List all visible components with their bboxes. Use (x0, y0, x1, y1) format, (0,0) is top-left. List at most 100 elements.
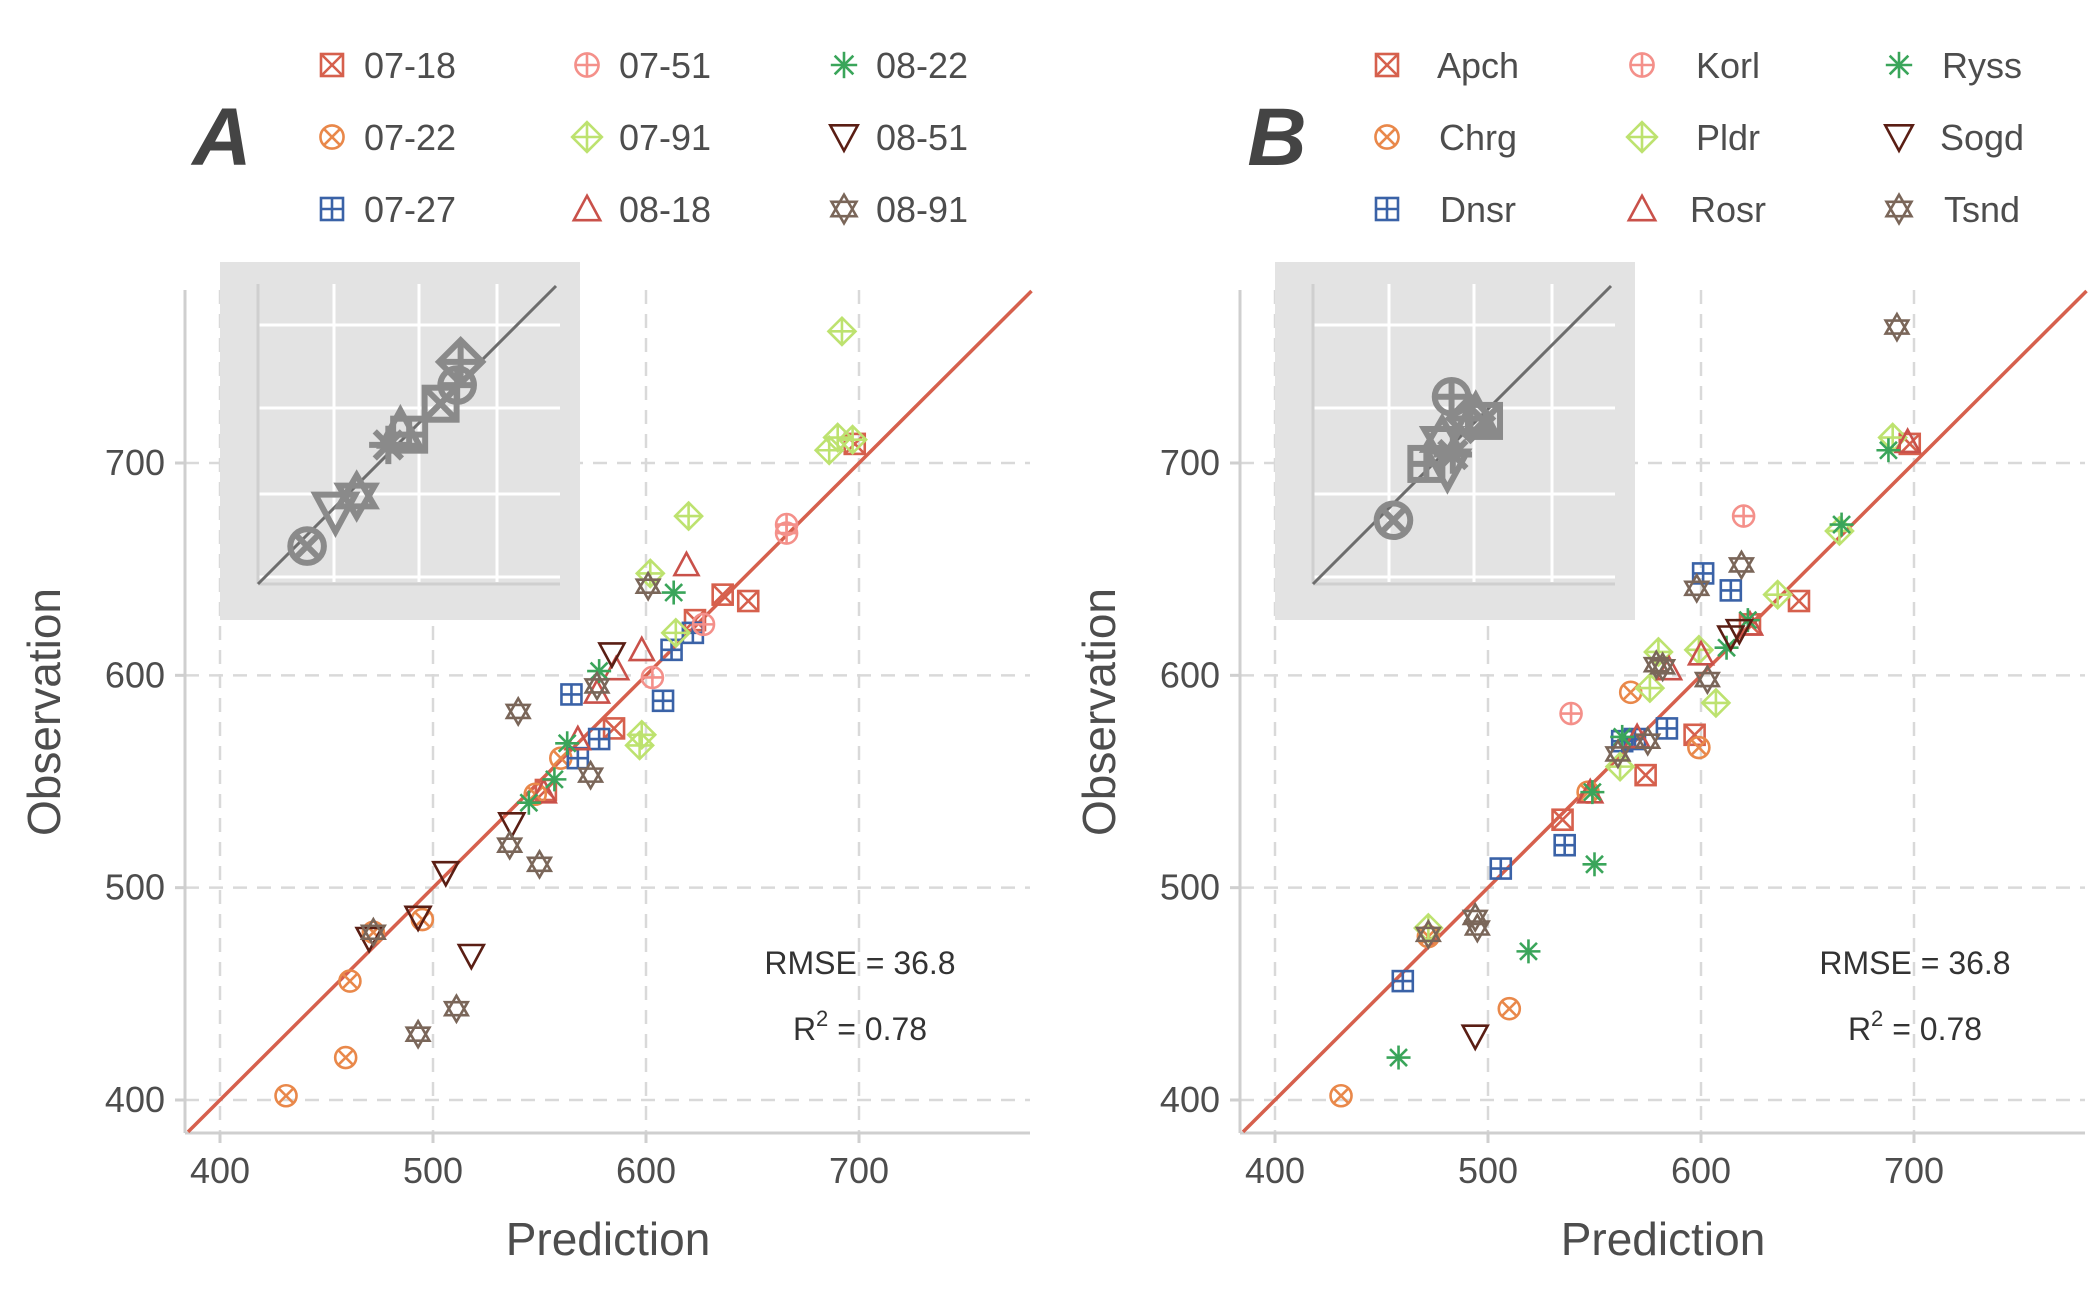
legend-label: Chrg (1439, 117, 1517, 158)
data-point (555, 731, 580, 756)
y-tick-label: 400 (105, 1079, 165, 1120)
data-point (660, 617, 692, 649)
data-point (1604, 751, 1636, 782)
legend-marker (319, 124, 345, 150)
data-point (1489, 857, 1513, 880)
legend-label: Rosr (1690, 189, 1766, 230)
inset-marker (369, 425, 408, 465)
inset-marker (333, 469, 380, 523)
legend-label: Apch (1437, 45, 1519, 86)
data-point (627, 635, 656, 662)
data-point (504, 695, 532, 728)
data-point (456, 943, 487, 971)
data-point (1386, 1045, 1411, 1070)
legend-marker (828, 124, 860, 154)
legend-label: Dnsr (1440, 189, 1516, 230)
data-point (1686, 639, 1716, 666)
r2-prefix: R (1848, 1011, 1871, 1047)
data-point (691, 612, 716, 637)
data-point (1655, 717, 1679, 740)
legend-label: 08-18 (619, 189, 711, 230)
data-point (496, 829, 524, 861)
rmse-annotation: RMSE = 36.8 (1819, 945, 2010, 981)
data-point (1329, 1083, 1353, 1108)
y-axis-title: Observation (18, 588, 70, 836)
data-point (525, 848, 554, 880)
legend-marker (319, 196, 345, 222)
legend-label: 07-22 (364, 117, 456, 158)
legend-marker (319, 52, 345, 78)
legend-label: 07-91 (619, 117, 711, 158)
legend-label: Pldr (1696, 117, 1760, 158)
data-point (516, 790, 541, 815)
data-point (711, 583, 734, 606)
data-point (1559, 701, 1583, 726)
data-point (1893, 427, 1922, 454)
data-point (1683, 634, 1715, 666)
x-tick-label: 700 (1884, 1150, 1944, 1191)
panel-label: B (1247, 92, 1306, 183)
data-point (1551, 808, 1574, 832)
x-tick-label: 600 (1671, 1150, 1731, 1191)
data-point (333, 1045, 358, 1070)
data-point (1634, 763, 1657, 787)
data-point (1604, 738, 1632, 770)
data-point (1687, 735, 1711, 760)
data-point (1693, 663, 1721, 696)
data-point (497, 812, 527, 840)
data-point (1516, 939, 1541, 964)
data-point (1463, 912, 1491, 944)
r2-annotation: R2 = 0.78 (1848, 1006, 1982, 1047)
r2-prefix: R (793, 1011, 816, 1047)
inset-marker (1451, 389, 1500, 434)
x-tick-label: 400 (190, 1150, 250, 1191)
x-tick-label: 500 (1458, 1150, 1518, 1191)
x-axis-title: Prediction (506, 1213, 711, 1265)
legend-label: 07-18 (364, 45, 456, 86)
data-point (542, 767, 567, 792)
data-point (577, 759, 605, 791)
x-tick-label: 500 (403, 1150, 463, 1191)
y-tick-label: 600 (105, 654, 165, 695)
y-axis-title: Observation (1073, 588, 1125, 836)
data-point (1580, 780, 1605, 805)
data-point (548, 746, 573, 770)
r2-value: = 0.78 (1883, 1011, 1982, 1047)
data-point (634, 570, 662, 602)
data-point (583, 670, 611, 702)
legend-marker (1374, 196, 1400, 222)
data-point (529, 777, 558, 804)
legend-marker (570, 120, 604, 154)
y-tick-label: 400 (1160, 1079, 1220, 1120)
data-point (1724, 618, 1755, 646)
data-point (1727, 549, 1756, 581)
data-point (736, 589, 760, 613)
legend-label: Ryss (1942, 45, 2022, 86)
data-point (359, 916, 387, 948)
data-point (587, 727, 611, 751)
x-tick-label: 700 (829, 1150, 889, 1191)
legend-marker (1374, 52, 1400, 78)
data-point (1691, 562, 1715, 585)
data-point (442, 993, 470, 1025)
legend-marker (1629, 52, 1655, 78)
data-point (404, 1018, 432, 1050)
legend-marker (830, 51, 858, 79)
data-point (626, 719, 658, 751)
data-point (338, 969, 362, 993)
data-point (1553, 833, 1576, 857)
legend-label: Sogd (1940, 117, 2024, 158)
data-point (1497, 996, 1522, 1021)
data-point (1582, 852, 1607, 877)
legend-marker (571, 193, 603, 222)
legend-label: 08-91 (876, 189, 968, 230)
data-point (1719, 579, 1743, 602)
data-point (640, 665, 665, 690)
panel-label: A (190, 92, 251, 183)
data-point (774, 512, 799, 537)
inset-marker (434, 335, 487, 388)
legend-label: 08-51 (876, 117, 968, 158)
legend-marker (1626, 193, 1658, 222)
legend-marker (1625, 120, 1659, 154)
